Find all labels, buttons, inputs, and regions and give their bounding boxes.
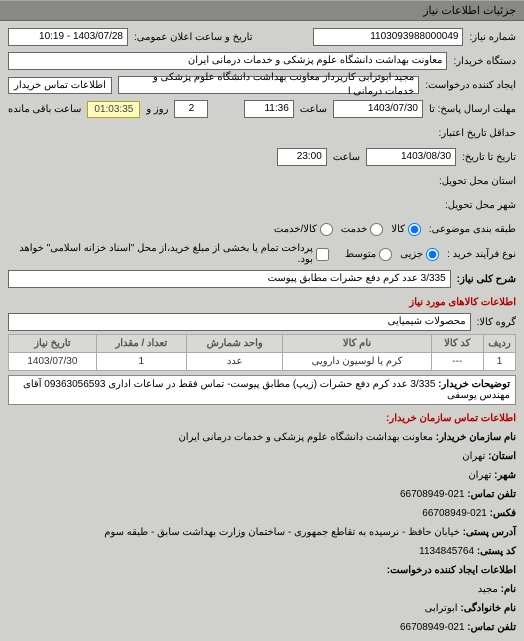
radio-kala[interactable]: کالا bbox=[391, 223, 421, 236]
cell-rownum: 1 bbox=[484, 353, 516, 371]
date-to-field: 1403/08/30 bbox=[366, 148, 456, 166]
radio-kalakhadamat[interactable]: کالا/خدمت bbox=[274, 223, 333, 236]
addr-label: آدرس پستی: bbox=[463, 527, 516, 538]
days-remaining-field: 2 bbox=[174, 100, 208, 118]
subject-cat-label: طبقه بندی موضوعی: bbox=[429, 224, 516, 235]
days-label: روز و bbox=[146, 104, 168, 115]
pay-note-text: پرداخت تمام یا بخشی از مبلغ خرید،از محل … bbox=[8, 243, 313, 265]
name-value: مجید bbox=[478, 584, 498, 595]
buyer-field: معاونت بهداشت دانشگاه علوم پزشکی و خدمات… bbox=[8, 52, 447, 70]
group-field: محصولات شیمیایی bbox=[8, 313, 471, 331]
pub-datetime-field: 1403/07/28 - 10:19 bbox=[8, 28, 128, 46]
tel2-label: تلفن تماس: bbox=[467, 622, 516, 633]
creator-contact-title: اطلاعات ایجاد کننده درخواست: bbox=[387, 565, 516, 576]
process-type-label: نوع فرآیند خرید : bbox=[447, 249, 516, 260]
radio-jozi-label: جزیی bbox=[400, 249, 423, 260]
city-label: شهر: bbox=[494, 470, 516, 481]
goods-table-wrap: ردیف کد کالا نام کالا واحد شمارش تعداد /… bbox=[0, 334, 524, 371]
radio-kala-input[interactable] bbox=[408, 223, 421, 236]
reply-time-field: 11:36 bbox=[244, 100, 294, 118]
radio-khadamat-input[interactable] bbox=[370, 223, 383, 236]
radio-khadamat-label: خدمت bbox=[341, 224, 368, 235]
col-qty: تعداد / مقدار bbox=[96, 335, 186, 353]
fax-value: 021-66708949 bbox=[422, 508, 487, 519]
tel2-value: 021-66708949 bbox=[400, 622, 465, 633]
radio-motavaset[interactable]: متوسط bbox=[345, 248, 392, 261]
col-unit: واحد شمارش bbox=[186, 335, 283, 353]
radio-motavaset-label: متوسط bbox=[345, 249, 376, 260]
radio-kala-label: کالا bbox=[391, 224, 405, 235]
col-code: کد کالا bbox=[431, 335, 483, 353]
deliver-state-label: استان محل تحویل: bbox=[439, 176, 516, 187]
radio-motavaset-input[interactable] bbox=[379, 248, 392, 261]
col-rownum: ردیف bbox=[484, 335, 516, 353]
org-value: معاونت بهداشت دانشگاه علوم پزشکی و خدمات… bbox=[178, 432, 433, 443]
goods-table: ردیف کد کالا نام کالا واحد شمارش تعداد /… bbox=[8, 334, 516, 371]
table-header-row: ردیف کد کالا نام کالا واحد شمارش تعداد /… bbox=[9, 335, 516, 353]
panel-title: جزئیات اطلاعات نیاز bbox=[423, 5, 516, 17]
pub-datetime-label: تاریخ و ساعت اعلان عمومی: bbox=[134, 32, 253, 43]
hour-label-1: ساعت bbox=[300, 104, 327, 115]
org-label: نام سازمان خریدار: bbox=[436, 432, 516, 443]
creator-field: مجید ابوترابی کارپرداز معاونت بهداشت دان… bbox=[118, 76, 419, 94]
reply-date-field: 1403/07/30 bbox=[333, 100, 423, 118]
req-no-field: 1103093988000049 bbox=[313, 28, 463, 46]
contact-section: نام سازمان خریدار: معاونت بهداشت دانشگاه… bbox=[0, 424, 524, 641]
tel-value: 021-66708949 bbox=[400, 489, 465, 500]
post-value: 1134845764 bbox=[419, 546, 474, 557]
group-label: گروه کالا: bbox=[477, 317, 516, 328]
hour-label-2: ساعت bbox=[333, 152, 360, 163]
panel-header: جزئیات اطلاعات نیاز bbox=[0, 0, 524, 21]
buyer-label: دستگاه خریدار: bbox=[453, 56, 516, 67]
contact-buyer-button[interactable]: اطلاعات تماس خریدار bbox=[8, 77, 112, 94]
radio-jozi[interactable]: جزیی bbox=[400, 248, 439, 261]
req-no-label: شماره نیاز: bbox=[469, 32, 516, 43]
date-to-label: تاریخ تا تاریخ: bbox=[462, 152, 516, 163]
tel-label: تلفن تماس: bbox=[467, 489, 516, 500]
creator-label: ایجاد کننده درخواست: bbox=[425, 80, 516, 91]
radio-kalakhadamat-label: کالا/خدمت bbox=[274, 224, 317, 235]
buyer-desc-label: توضیحات خریدار: bbox=[438, 379, 510, 390]
countdown-timer: 01:03:35 bbox=[87, 101, 140, 118]
cell-unit: عدد bbox=[186, 353, 283, 371]
radio-khadamat[interactable]: خدمت bbox=[341, 223, 384, 236]
lname-value: ابوترابی bbox=[425, 603, 458, 614]
col-date: تاریخ نیاز bbox=[9, 335, 97, 353]
col-name: نام کالا bbox=[283, 335, 431, 353]
cell-code: --- bbox=[431, 353, 483, 371]
city-value: تهران bbox=[468, 470, 491, 481]
buyer-desc-text: 3/335 عدد کرم دفع حشرات (زیپ) مطابق پیوس… bbox=[23, 379, 510, 401]
fax-label: فکس: bbox=[490, 508, 516, 519]
pay-note-checkbox[interactable] bbox=[316, 248, 329, 261]
short-title-label: شرح کلی نیاز: bbox=[457, 274, 516, 285]
name-label: نام: bbox=[501, 584, 516, 595]
remaining-label: ساعت باقی مانده bbox=[8, 104, 81, 115]
short-title-field: 3/335 عدد کرم دفع حشرات مطابق پیوست bbox=[8, 270, 451, 288]
cell-name: کرم یا لوسیون دارویی bbox=[283, 353, 431, 371]
reply-deadline-label: مهلت ارسال پاسخ: تا bbox=[429, 104, 516, 115]
goods-section-title: اطلاعات کالاهای مورد نیاز bbox=[0, 293, 524, 310]
pay-note-check[interactable]: پرداخت تمام یا بخشی از مبلغ خرید،از محل … bbox=[8, 243, 329, 265]
lname-label: نام خانوادگی: bbox=[460, 603, 516, 614]
province-label: استان: bbox=[488, 451, 516, 462]
valid-label: حداقل تاریخ اعتبار: bbox=[439, 128, 516, 139]
addr-value: خیابان حافظ - نرسیده به تقاطع جمهوری - س… bbox=[104, 527, 459, 538]
post-label: کد پستی: bbox=[477, 546, 516, 557]
cell-date: 1403/07/30 bbox=[9, 353, 97, 371]
province-value: تهران bbox=[462, 451, 485, 462]
radio-kalakhadamat-input[interactable] bbox=[320, 223, 333, 236]
radio-jozi-input[interactable] bbox=[426, 248, 439, 261]
table-row: 1 --- کرم یا لوسیون دارویی عدد 1 1403/07… bbox=[9, 353, 516, 371]
deliver-city-label: شهر محل تحویل: bbox=[445, 200, 516, 211]
cell-qty: 1 bbox=[96, 353, 186, 371]
buyer-desc-block: توضیحات خریدار: 3/335 عدد کرم دفع حشرات … bbox=[8, 375, 516, 405]
contact-section-title: اطلاعات تماس سازمان خریدار: bbox=[0, 409, 524, 424]
date-to-time-field: 23:00 bbox=[277, 148, 327, 166]
form-area: شماره نیاز: 1103093988000049 تاریخ و ساع… bbox=[0, 21, 524, 293]
